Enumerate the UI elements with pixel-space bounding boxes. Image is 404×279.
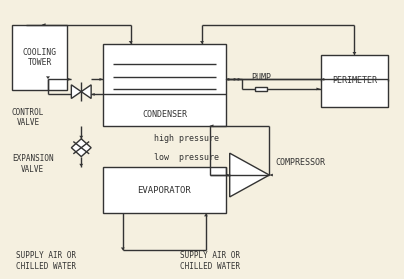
- Polygon shape: [46, 76, 50, 79]
- Polygon shape: [99, 78, 103, 81]
- Polygon shape: [225, 78, 229, 81]
- Text: PUMP: PUMP: [251, 73, 271, 83]
- Text: CONDENSER: CONDENSER: [142, 110, 187, 119]
- Polygon shape: [72, 139, 91, 157]
- Text: SUPPLY AIR OR
CHILLED WATER: SUPPLY AIR OR CHILLED WATER: [15, 251, 76, 271]
- Polygon shape: [210, 124, 213, 127]
- Polygon shape: [316, 88, 320, 90]
- Text: COOLING
TOWER: COOLING TOWER: [23, 48, 57, 67]
- Polygon shape: [42, 23, 46, 26]
- Polygon shape: [200, 41, 204, 44]
- Text: EXPANSION
VALVE: EXPANSION VALVE: [12, 154, 54, 174]
- Polygon shape: [68, 78, 72, 81]
- Polygon shape: [79, 164, 83, 167]
- Polygon shape: [238, 78, 242, 81]
- Polygon shape: [234, 78, 238, 81]
- Polygon shape: [129, 41, 133, 44]
- Polygon shape: [121, 247, 125, 250]
- Polygon shape: [72, 85, 81, 98]
- Polygon shape: [91, 93, 95, 96]
- Text: PERIMETER: PERIMETER: [332, 76, 377, 85]
- Polygon shape: [230, 153, 269, 197]
- Text: CONTROL
VALVE: CONTROL VALVE: [12, 108, 44, 127]
- Polygon shape: [352, 52, 356, 55]
- Text: EVAPORATOR: EVAPORATOR: [137, 186, 191, 194]
- Polygon shape: [204, 214, 208, 216]
- Text: COMPRESSOR: COMPRESSOR: [275, 158, 325, 167]
- Text: SUPPLY AIR OR
CHILLED WATER: SUPPLY AIR OR CHILLED WATER: [180, 251, 240, 271]
- Polygon shape: [81, 85, 91, 98]
- Text: low  pressure: low pressure: [154, 153, 219, 162]
- Polygon shape: [269, 174, 273, 176]
- FancyBboxPatch shape: [255, 87, 267, 91]
- FancyBboxPatch shape: [103, 44, 226, 126]
- FancyBboxPatch shape: [12, 25, 67, 90]
- Polygon shape: [226, 174, 230, 176]
- Polygon shape: [79, 136, 83, 139]
- FancyBboxPatch shape: [321, 55, 388, 107]
- Polygon shape: [320, 78, 324, 81]
- FancyBboxPatch shape: [103, 167, 226, 213]
- Text: high pressure: high pressure: [154, 134, 219, 143]
